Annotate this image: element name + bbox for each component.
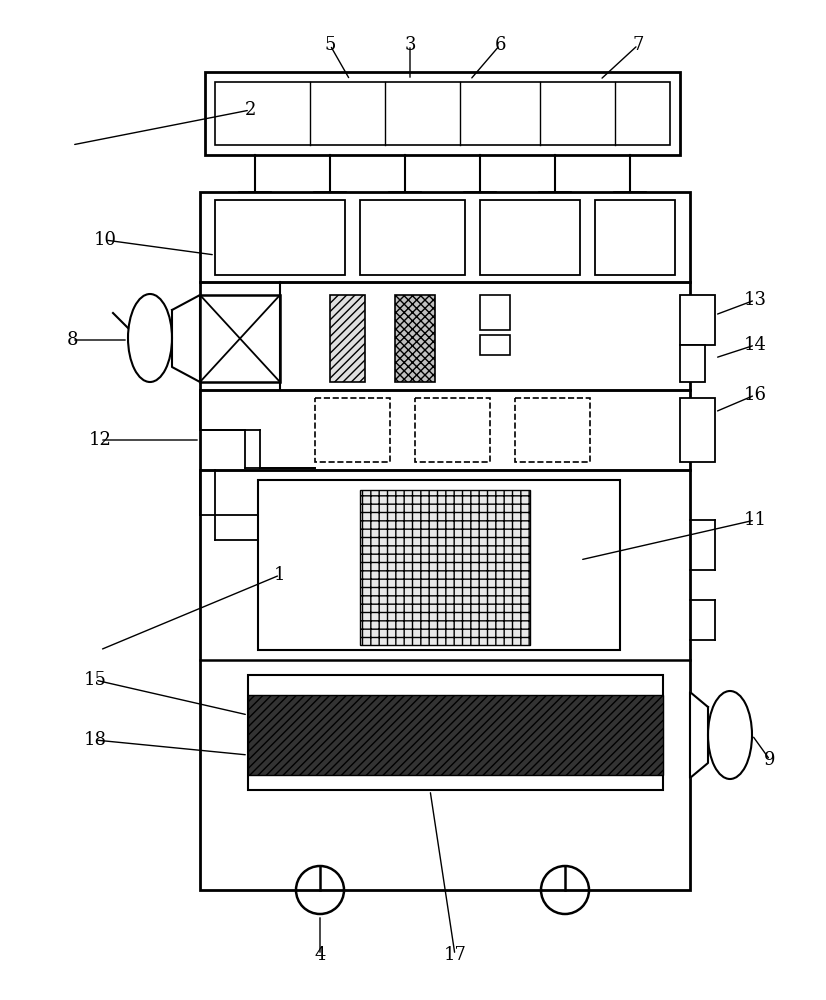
Bar (614, 192, 646, 218)
Text: 17: 17 (444, 946, 467, 964)
Polygon shape (690, 692, 708, 778)
Bar (515, 398, 590, 462)
Text: 4: 4 (315, 946, 325, 964)
Bar (395, 295, 435, 382)
Text: 1: 1 (274, 566, 286, 584)
Text: 18: 18 (83, 731, 107, 749)
Bar (215, 82, 670, 145)
Bar (480, 335, 510, 355)
Bar (360, 490, 530, 645)
Bar (315, 398, 390, 462)
Bar (200, 192, 690, 890)
Text: 15: 15 (83, 671, 107, 689)
Bar (205, 72, 680, 155)
Bar (680, 345, 705, 382)
Text: 6: 6 (494, 36, 506, 54)
Text: 3: 3 (404, 36, 415, 54)
Bar (215, 200, 345, 275)
Bar (480, 295, 510, 330)
Bar (314, 192, 346, 218)
Text: 14: 14 (743, 336, 767, 354)
Bar (480, 200, 580, 275)
Bar (680, 398, 715, 462)
Text: 10: 10 (93, 231, 116, 249)
Bar (200, 295, 280, 382)
Bar (360, 200, 465, 275)
Bar (464, 192, 496, 218)
Text: 2: 2 (244, 101, 256, 119)
Text: 13: 13 (743, 291, 767, 309)
Bar (539, 192, 571, 218)
Bar (258, 480, 620, 650)
Bar (595, 200, 675, 275)
Text: 8: 8 (66, 331, 78, 349)
Text: 12: 12 (88, 431, 112, 449)
Bar (415, 398, 490, 462)
Text: 16: 16 (743, 386, 767, 404)
Text: 5: 5 (325, 36, 335, 54)
Text: 9: 9 (764, 751, 776, 769)
Bar (248, 695, 663, 775)
Bar (248, 675, 663, 790)
Bar (389, 192, 421, 218)
Text: 7: 7 (633, 36, 643, 54)
Bar (239, 192, 271, 218)
Text: 11: 11 (743, 511, 767, 529)
Polygon shape (172, 295, 200, 382)
Bar (680, 295, 715, 345)
Bar (330, 295, 365, 382)
